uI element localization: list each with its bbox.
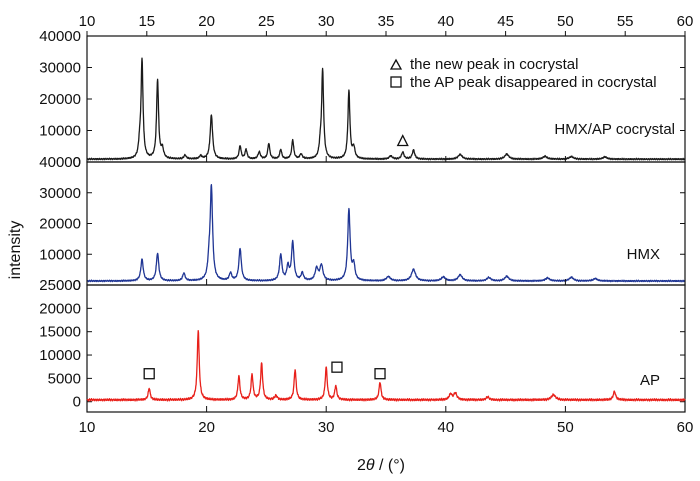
y-tick-label: 40000 <box>39 154 81 171</box>
disappeared-peak-square-icon <box>143 368 155 380</box>
x-axis-label-theta: θ <box>366 457 375 474</box>
panel-label-2: AP <box>640 372 660 389</box>
series-line-1 <box>86 183 686 283</box>
panel-label-1: HMX <box>627 246 660 263</box>
y-tick-label: 15000 <box>39 324 81 341</box>
legend: the new peak in cocrystal the AP peak di… <box>389 56 657 91</box>
legend-ap-disappeared-text: the AP peak disappeared in cocrystal <box>410 74 657 91</box>
y-tick-label: 5000 <box>48 370 81 387</box>
y-tick-label: 30000 <box>39 185 81 202</box>
disappeared-peak-square-icon <box>331 361 343 373</box>
panel-0: 0 10000 20000 30000 40000 HMX/AP cocrystal <box>39 28 686 171</box>
panel-2: 0 5000 10000 15000 20000 25000 AP <box>39 277 686 413</box>
y-tick-label: 0 <box>73 394 81 411</box>
y-tick-label: 0 <box>73 154 81 171</box>
y-tick-label: 10000 <box>39 347 81 364</box>
bottom-x-axis: 10 20 30 40 50 60 <box>79 156 694 436</box>
top-x-tick-label: 40 <box>437 13 454 30</box>
legend-new-peak-text: the new peak in cocrystal <box>410 56 578 73</box>
legend-item-new-peak: the new peak in cocrystal <box>389 56 578 73</box>
top-x-axis: 10 15 20 25 30 35 40 45 50 55 60 <box>79 13 694 36</box>
top-x-tick-label: 45 <box>497 13 514 30</box>
panel-frame <box>86 35 686 163</box>
top-x-tick-label: 35 <box>378 13 395 30</box>
y-tick-label: 30000 <box>39 60 81 77</box>
legend-square-icon <box>390 76 402 88</box>
panel-frame <box>86 284 686 413</box>
top-x-tick-label: 30 <box>318 13 335 30</box>
y-tick-label: 10000 <box>39 246 81 263</box>
legend-item-ap-disappeared: the AP peak disappeared in cocrystal <box>390 74 657 91</box>
top-x-tick-label: 50 <box>557 13 574 30</box>
legend-triangle-icon <box>389 58 403 70</box>
bottom-x-tick-label: 30 <box>318 419 335 436</box>
new-peak-triangle-icon <box>396 134 409 147</box>
panels-group: 0 10000 20000 30000 40000 HMX/AP cocrystal 0 10… <box>39 28 686 413</box>
top-x-tick-label: 60 <box>677 13 694 30</box>
y-tick-label: 10000 <box>39 123 81 140</box>
bottom-x-tick-label: 40 <box>437 419 454 436</box>
panel-frame <box>86 161 686 286</box>
x-axis-label-suffix: / (°) <box>375 457 405 474</box>
y-axis-label: intensity <box>7 221 24 280</box>
series-line-0 <box>86 57 686 161</box>
top-x-tick-label: 25 <box>258 13 275 30</box>
top-x-tick-label: 10 <box>79 13 96 30</box>
y-tick-label: 20000 <box>39 91 81 108</box>
top-x-tick-label: 20 <box>198 13 215 30</box>
top-x-tick-label: 55 <box>617 13 634 30</box>
panel-label-0: HMX/AP cocrystal <box>554 121 675 138</box>
y-tick-label: 40000 <box>39 28 81 45</box>
disappeared-peak-square-icon <box>374 368 386 380</box>
series-line-2 <box>86 329 686 402</box>
top-x-tick-label: 15 <box>138 13 155 30</box>
bottom-x-tick-label: 60 <box>677 419 694 436</box>
x-axis-label: 2θ / (°) <box>357 457 405 474</box>
panel-1: 0 10000 20000 30000 40000 HMX <box>39 154 686 294</box>
bottom-x-tick-label: 50 <box>557 419 574 436</box>
y-tick-label: 20000 <box>39 300 81 317</box>
bottom-x-tick-label: 10 <box>79 419 96 436</box>
bottom-x-tick-label: 20 <box>198 419 215 436</box>
y-tick-label: 0 <box>73 277 81 294</box>
x-axis-label-prefix: 2 <box>357 457 366 474</box>
y-tick-label: 20000 <box>39 216 81 233</box>
y-tick-label: 25000 <box>39 277 81 294</box>
